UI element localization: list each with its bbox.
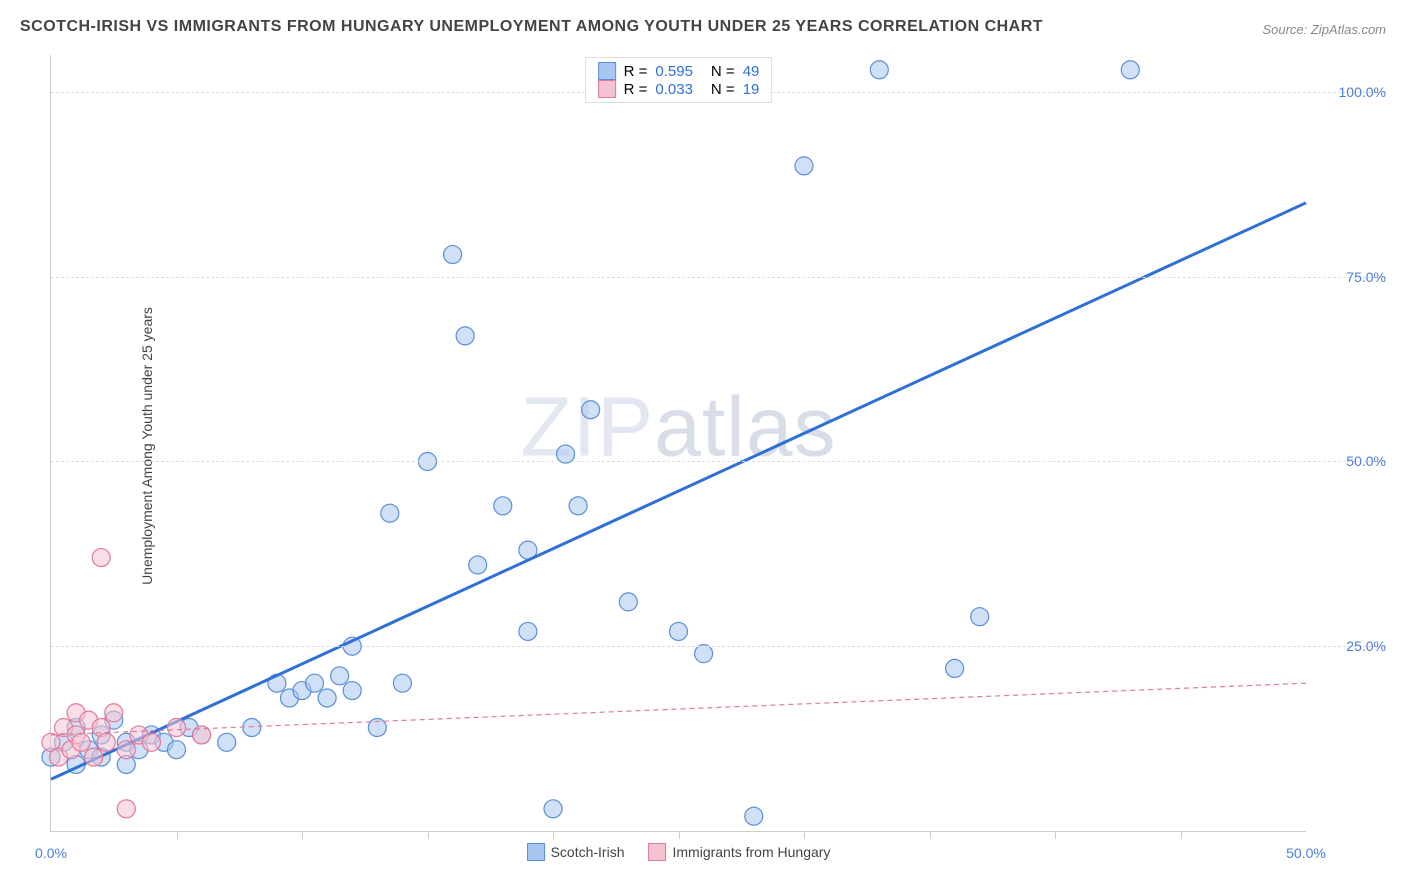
legend-n-label: N = xyxy=(711,81,735,98)
scatter-point xyxy=(444,246,462,264)
legend-bottom-label-2: Immigrants from Hungary xyxy=(672,844,830,860)
source-text: Source: ZipAtlas.com xyxy=(1262,22,1386,37)
y-tick-label: 75.0% xyxy=(1316,269,1386,285)
legend-bottom-item-2: Immigrants from Hungary xyxy=(648,843,830,861)
legend-r-label: R = xyxy=(624,81,648,98)
y-tick-label: 100.0% xyxy=(1316,84,1386,100)
scatter-point xyxy=(85,748,103,766)
scatter-point xyxy=(243,719,261,737)
scatter-point xyxy=(494,497,512,515)
legend-row-1: R = 0.595 N = 49 xyxy=(598,62,760,80)
x-tick-label: 50.0% xyxy=(1286,845,1326,861)
legend-n-value-1: 49 xyxy=(743,63,760,80)
scatter-point xyxy=(795,157,813,175)
scatter-point xyxy=(670,622,688,640)
legend-row-2: R = 0.033 N = 19 xyxy=(598,80,760,98)
legend-correlation: R = 0.595 N = 49 R = 0.033 N = 19 xyxy=(585,57,773,103)
legend-bottom-swatch-2 xyxy=(648,843,666,861)
plot-svg xyxy=(51,55,1306,831)
scatter-point xyxy=(72,733,90,751)
scatter-point xyxy=(456,327,474,345)
scatter-point xyxy=(544,800,562,818)
scatter-point xyxy=(343,682,361,700)
scatter-point xyxy=(946,659,964,677)
scatter-point xyxy=(168,719,186,737)
legend-n-value-2: 19 xyxy=(743,81,760,98)
scatter-point xyxy=(381,504,399,522)
trend-line xyxy=(51,683,1306,735)
scatter-point xyxy=(519,622,537,640)
scatter-point xyxy=(142,733,160,751)
plot-area: ZIPatlas R = 0.595 N = 49 R = 0.033 N = … xyxy=(50,55,1306,832)
legend-swatch-1 xyxy=(598,62,616,80)
legend-r-value-1: 0.595 xyxy=(655,63,693,80)
legend-bottom-item-1: Scotch-Irish xyxy=(527,843,625,861)
y-tick-label: 25.0% xyxy=(1316,638,1386,654)
scatter-point xyxy=(331,667,349,685)
legend-swatch-2 xyxy=(598,80,616,98)
scatter-point xyxy=(92,549,110,567)
scatter-point xyxy=(105,704,123,722)
scatter-point xyxy=(695,645,713,663)
x-tick-label: 0.0% xyxy=(35,845,67,861)
chart-title: SCOTCH-IRISH VS IMMIGRANTS FROM HUNGARY … xyxy=(20,18,1043,36)
scatter-point xyxy=(557,445,575,463)
legend-bottom: Scotch-Irish Immigrants from Hungary xyxy=(527,843,831,861)
scatter-point xyxy=(971,608,989,626)
y-tick-label: 50.0% xyxy=(1316,453,1386,469)
scatter-point xyxy=(619,593,637,611)
trend-line xyxy=(51,203,1306,779)
scatter-point xyxy=(117,800,135,818)
scatter-point xyxy=(469,556,487,574)
legend-r-value-2: 0.033 xyxy=(655,81,693,98)
scatter-point xyxy=(97,733,115,751)
scatter-point xyxy=(306,674,324,692)
scatter-point xyxy=(218,733,236,751)
scatter-point xyxy=(168,741,186,759)
scatter-point xyxy=(569,497,587,515)
scatter-point xyxy=(1121,61,1139,79)
scatter-point xyxy=(393,674,411,692)
legend-n-label: N = xyxy=(711,63,735,80)
legend-r-label: R = xyxy=(624,63,648,80)
scatter-point xyxy=(117,741,135,759)
legend-bottom-swatch-1 xyxy=(527,843,545,861)
legend-bottom-label-1: Scotch-Irish xyxy=(551,844,625,860)
scatter-point xyxy=(870,61,888,79)
scatter-point xyxy=(582,401,600,419)
scatter-point xyxy=(318,689,336,707)
scatter-point xyxy=(745,807,763,825)
